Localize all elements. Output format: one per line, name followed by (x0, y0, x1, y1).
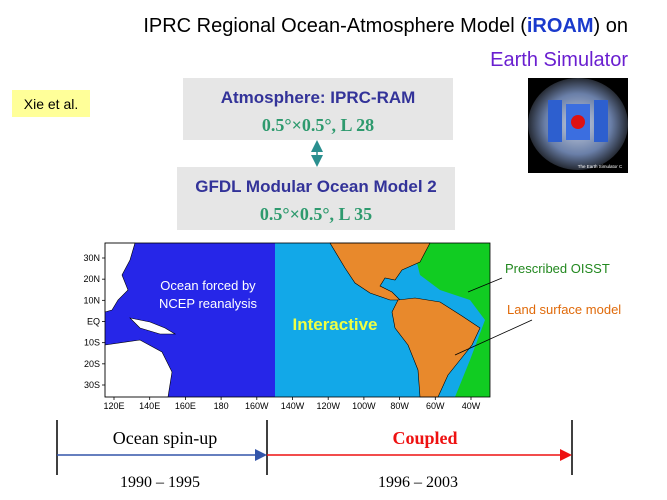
leader-line (467, 277, 503, 293)
lat-label: EQ (87, 317, 100, 327)
lon-label: 120W (316, 401, 340, 411)
title-highlight: iROAM (527, 15, 594, 37)
lon-label: 40W (462, 401, 481, 411)
author-box (12, 90, 90, 117)
box-title: Atmosphere: IPRC-RAM (221, 88, 416, 107)
phase-label: Coupled (392, 428, 457, 448)
islands (129, 317, 177, 335)
asia-land (104, 242, 136, 313)
box-title: GFDL Modular Ocean Model 2 (195, 177, 437, 196)
map-text: Ocean forced by (160, 278, 256, 293)
lat-label: 20S (84, 359, 100, 369)
oisst-label: Prescribed OISST (505, 261, 610, 276)
lon-label: 120E (103, 401, 124, 411)
box-resolution: 0.5°×0.5°, L 28 (262, 115, 374, 135)
lon-label: 160W (245, 401, 269, 411)
timeline (56, 420, 573, 475)
lon-label: 100W (352, 401, 376, 411)
south-america (391, 297, 481, 398)
north-america (329, 242, 431, 301)
phase-label: Ocean spin-up (113, 428, 217, 448)
years-label: 1990 – 1995 (120, 474, 200, 491)
title-part: ) on (594, 15, 628, 37)
leader-line (454, 319, 533, 356)
map-frame (104, 242, 491, 398)
lat-label: 30S (84, 380, 100, 390)
subtitle: Earth Simulator (490, 49, 628, 71)
earth-simulator-photo: The Earth Simulator C (528, 78, 628, 173)
title-part: IPRC Regional Ocean-Atmosphere Model ( (143, 15, 527, 37)
lat-label: 30N (83, 253, 100, 263)
lon-label: 180 (214, 401, 229, 411)
land-label: Land surface model (507, 302, 621, 317)
ocean-box (177, 167, 455, 230)
lon-label: 60W (426, 401, 445, 411)
lat-labels: 30N 20N 10N EQ 10S 20S 30S (83, 253, 105, 390)
lon-label: 160E (175, 401, 196, 411)
lat-label: 10S (84, 338, 100, 348)
map: 30N 20N 10N EQ 10S 20S 30S 120E 140E 160E 180 160W… (83, 242, 491, 411)
lon-label: 140W (281, 401, 305, 411)
lat-label: 20N (83, 274, 100, 284)
years-label: 1996 – 2003 (378, 474, 458, 491)
lon-label: 80W (390, 401, 409, 411)
box-resolution: 0.5°×0.5°, L 35 (260, 204, 372, 224)
lat-label: 10N (83, 295, 100, 305)
atmosphere-box (183, 78, 453, 140)
map-text: Interactive (292, 315, 377, 334)
photo-caption: The Earth Simulator C (578, 164, 623, 169)
map-text: NCEP reanalysis (159, 296, 258, 311)
lon-labels: 120E 140E 160E 180 160W 140W 120W 100W 80W 60W 40W (103, 397, 481, 411)
lon-label: 140E (139, 401, 160, 411)
author: Xie et al. (24, 96, 78, 112)
prescribed-region (415, 243, 490, 397)
title: IPRC Regional Ocean-Atmosphere Model (iR… (143, 15, 628, 37)
